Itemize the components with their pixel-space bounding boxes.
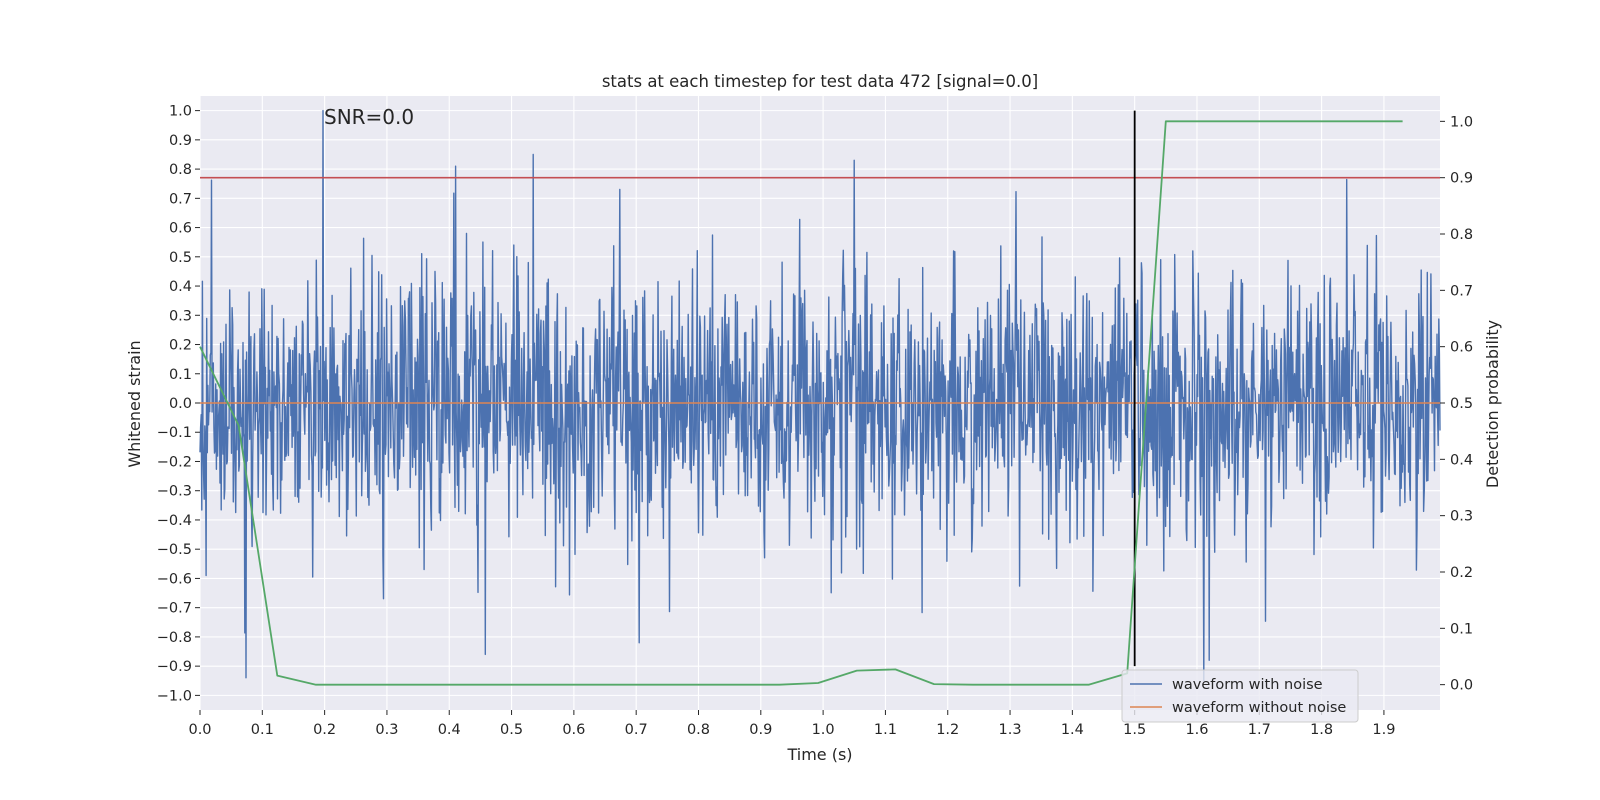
x-tick-label-9: 0.9 xyxy=(749,722,772,738)
x-tick-label-12: 1.2 xyxy=(936,722,959,738)
x-tick-label-5: 0.5 xyxy=(500,722,523,738)
legend-label-clean: waveform without noise xyxy=(1172,700,1346,716)
y-tick-label-14: 0.4 xyxy=(169,279,192,295)
x-axis-label: Time (s) xyxy=(786,745,852,764)
x-tick-label-16: 1.6 xyxy=(1185,722,1208,738)
y-tick-label-4: −0.6 xyxy=(157,571,192,587)
legend-label-noise: waveform with noise xyxy=(1172,677,1323,693)
y2-tick-label-6: 0.6 xyxy=(1450,340,1473,356)
y-tick-label-17: 0.7 xyxy=(169,191,192,207)
x-tick-label-17: 1.7 xyxy=(1248,722,1271,738)
y-tick-label-1: −0.9 xyxy=(157,659,192,675)
y-tick-label-3: −0.7 xyxy=(157,601,192,617)
y2-tick-label-7: 0.7 xyxy=(1450,283,1473,299)
y2-tick-label-9: 0.9 xyxy=(1450,171,1473,187)
y-tick-label-5: −0.5 xyxy=(157,542,192,558)
y2-axis-label: Detection probability xyxy=(1483,320,1502,488)
x-tick-label-14: 1.4 xyxy=(1061,722,1084,738)
y-tick-label-2: −0.8 xyxy=(157,630,192,646)
y2-tick-label-2: 0.2 xyxy=(1450,565,1473,581)
y-tick-label-19: 0.9 xyxy=(169,133,192,149)
y2-tick-label-1: 0.1 xyxy=(1450,621,1473,637)
x-tick-label-19: 1.9 xyxy=(1372,722,1395,738)
y-axis-label: Whitened strain xyxy=(125,340,144,467)
x-tick-label-6: 0.6 xyxy=(562,722,585,738)
y2-tick-label-4: 0.4 xyxy=(1450,452,1473,468)
y-tick-label-0: −1.0 xyxy=(157,688,192,704)
y2-tick-label-10: 1.0 xyxy=(1450,114,1473,130)
tick-labels: 0.0 0.1 0.2 0.3 0.4 0.5 0.6 0.7 0.8 0.9 1.0 1.1 1.2 1… xyxy=(157,104,1473,738)
y-tick-label-16: 0.6 xyxy=(169,221,192,237)
y-tick-label-6: −0.4 xyxy=(157,513,192,529)
y-tick-label-12: 0.2 xyxy=(169,338,192,354)
y2-tick-label-0: 0.0 xyxy=(1450,678,1473,694)
x-tick-label-15: 1.5 xyxy=(1123,722,1146,738)
y-tick-label-8: −0.2 xyxy=(157,454,192,470)
data-layer xyxy=(199,109,1441,686)
x-tick-label-2: 0.2 xyxy=(313,722,336,738)
x-tick-label-7: 0.7 xyxy=(625,722,648,738)
chart-title: stats at each timestep for test data 472… xyxy=(602,72,1038,91)
x-tick-label-1: 0.1 xyxy=(251,722,274,738)
legend: waveform with noise waveform without noi… xyxy=(1121,669,1359,723)
x-tick-label-4: 0.4 xyxy=(438,722,461,738)
series-waveform-with-noise xyxy=(199,109,1441,682)
y-tick-label-15: 0.5 xyxy=(169,250,192,266)
x-tick-label-10: 1.0 xyxy=(812,722,835,738)
y2-tick-label-8: 0.8 xyxy=(1450,227,1473,243)
x-tick-label-8: 0.8 xyxy=(687,722,710,738)
y-tick-label-10: 0.0 xyxy=(169,396,192,412)
y2-tick-label-5: 0.5 xyxy=(1450,396,1473,412)
series-detection-probability xyxy=(199,120,1403,686)
x-tick-label-11: 1.1 xyxy=(874,722,897,738)
y-tick-label-18: 0.8 xyxy=(169,162,192,178)
y-tick-label-9: −0.1 xyxy=(157,425,192,441)
x-tick-label-3: 0.3 xyxy=(375,722,398,738)
y-tick-label-13: 0.3 xyxy=(169,308,192,324)
legend-box xyxy=(1121,669,1359,723)
x-tick-label-0: 0.0 xyxy=(188,722,211,738)
x-tick-label-13: 1.3 xyxy=(999,722,1022,738)
y-tick-label-20: 1.0 xyxy=(169,104,192,120)
y-tick-label-7: −0.3 xyxy=(157,484,192,500)
snr-annotation: SNR=0.0 xyxy=(324,105,414,129)
y2-tick-label-3: 0.3 xyxy=(1450,509,1473,525)
x-tick-label-18: 1.8 xyxy=(1310,722,1333,738)
y-tick-label-11: 0.1 xyxy=(169,367,192,383)
